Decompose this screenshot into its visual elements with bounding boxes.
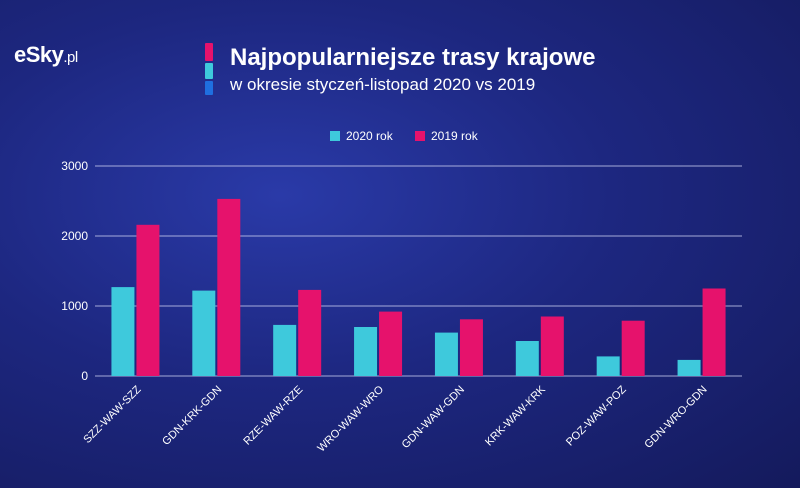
x-tick-label: WRO-WAW-WRO <box>315 383 386 454</box>
accent-bar-top <box>205 43 213 61</box>
bar-2020 <box>434 332 458 376</box>
bar-2020 <box>192 290 216 376</box>
bar-2020 <box>273 324 297 376</box>
x-tick-label: SZZ-WAW-SZZ <box>81 383 143 445</box>
x-tick-label: RZE-WAW-RZE <box>241 384 305 448</box>
chart-title: Najpopularniejsze trasy krajowe <box>230 44 596 71</box>
bar-2019 <box>702 288 726 376</box>
bar-2020 <box>354 327 378 376</box>
legend-swatch <box>330 131 340 141</box>
bar-2019 <box>621 320 645 376</box>
legend-label: 2020 rok <box>346 129 394 143</box>
x-tick-label: KRK-WAW-KRK <box>483 383 548 448</box>
bar-2019 <box>379 311 403 376</box>
y-tick-label: 2000 <box>61 229 88 243</box>
bar-2019 <box>217 198 241 376</box>
esky-logo: eSky.pl <box>14 42 78 68</box>
x-tick-label: POZ-WAW-POZ <box>564 383 629 448</box>
bar-2020 <box>596 356 620 376</box>
logo-main: eSky <box>14 42 64 67</box>
y-tick-label: 3000 <box>61 159 88 173</box>
bar-2019 <box>459 319 483 376</box>
bar-2019 <box>298 289 322 376</box>
y-tick-label: 0 <box>81 369 88 383</box>
bar-2019 <box>540 316 564 376</box>
bar-2020 <box>111 287 135 376</box>
logo-tld: .pl <box>63 49 78 66</box>
x-tick-label: GDN-WRO-GDN <box>642 384 709 451</box>
bar-2019 <box>136 224 160 376</box>
legend-label: 2019 rok <box>431 129 479 143</box>
legend-swatch <box>415 131 425 141</box>
accent-bar-bottom <box>205 81 213 95</box>
y-tick-label: 1000 <box>61 299 88 313</box>
accent-bar-middle <box>205 63 213 79</box>
bar-2020 <box>677 359 701 376</box>
x-tick-label: GDN-KRK-GDN <box>160 384 224 448</box>
bar-2020 <box>515 341 539 376</box>
chart-subtitle: w okresie styczeń-listopad 2020 vs 2019 <box>230 75 536 94</box>
x-tick-label: GDN-WAW-GDN <box>400 384 467 451</box>
